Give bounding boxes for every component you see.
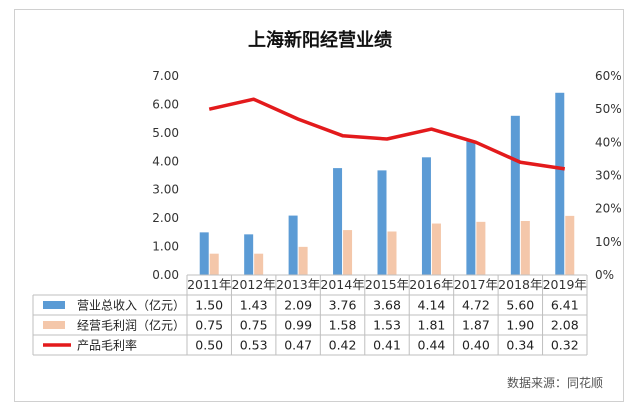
y-right-tick-label: 10%: [595, 235, 622, 249]
table-cell: 0.53: [240, 338, 268, 353]
revenue-bar: [288, 215, 298, 275]
table-cell: 2.08: [551, 318, 579, 333]
y-left-tick-label: 1.00: [152, 240, 179, 254]
gross-profit-bar: [298, 246, 308, 275]
table-cell: 0.32: [551, 338, 579, 353]
category-label: 2018年: [498, 277, 542, 292]
table-cell: 0.75: [240, 318, 268, 333]
y-left-tick-label: 0.00: [152, 268, 179, 282]
gross-profit-bar: [476, 221, 486, 275]
chart-svg: 上海新阳经营业绩 0.00 1.00 2.00 3.00 4.00 5.00 6.00 7.0…: [32, 29, 622, 390]
category-label: 2019年: [543, 277, 587, 292]
gross-profit-bar: [565, 215, 575, 275]
table-cell: 0.47: [284, 338, 312, 353]
table-cell: 1.81: [418, 318, 446, 333]
table-cell: 1.43: [240, 298, 268, 313]
revenue-bar: [333, 168, 343, 275]
y-left-tick-label: 7.00: [152, 69, 179, 83]
y-right-tick-label: 40%: [595, 135, 622, 149]
table-cell: 0.40: [462, 338, 490, 353]
y-right-tick-label: 50%: [595, 102, 622, 116]
table-cell: 0.34: [506, 338, 534, 353]
table-cell: 3.76: [329, 298, 357, 313]
table-cell: 2.09: [284, 298, 312, 313]
table-cell: 0.50: [195, 338, 223, 353]
chart-title: 上海新阳经营业绩: [248, 29, 392, 51]
y-left-tick-label: 4.00: [152, 154, 179, 168]
table-cell: 1.87: [462, 318, 490, 333]
revenue-bar: [244, 234, 254, 275]
category-label: 2013年: [276, 277, 320, 292]
table-cell: 0.44: [418, 338, 446, 353]
gross-profit-bar: [254, 253, 264, 275]
y-right-tick-label: 30%: [595, 169, 622, 183]
table-cell: 0.99: [284, 318, 312, 333]
margin-rate-line: [208, 97, 566, 171]
revenue-bar: [421, 157, 431, 275]
gross-profit-bar: [209, 253, 219, 275]
table-cell: 0.42: [329, 338, 357, 353]
y-left-tick-label: 5.00: [152, 126, 179, 140]
revenue-bar: [377, 170, 387, 275]
category-label: 2011年: [187, 277, 231, 292]
table-cell: 3.68: [373, 298, 401, 313]
y-left-tick-label: 6.00: [152, 97, 179, 111]
table-cell: 1.90: [506, 318, 534, 333]
table-cell: 1.53: [373, 318, 401, 333]
table-cell: 0.75: [195, 318, 223, 333]
table-cell: 0.41: [373, 338, 401, 353]
revenue-bar: [555, 92, 565, 275]
chart-frame: 上海新阳经营业绩 0.00 1.00 2.00 3.00 4.00 5.00 6.00 7.0…: [14, 9, 624, 402]
category-label: 2015年: [365, 277, 409, 292]
category-label: 2016年: [409, 277, 453, 292]
revenue-bar: [510, 115, 520, 275]
revenue-bar: [466, 140, 476, 275]
gross-profit-bar: [387, 231, 397, 275]
y-left-tick-label: 2.00: [152, 211, 179, 225]
y-right-tick-label: 60%: [595, 69, 622, 83]
legend-label: 产品毛利率: [77, 338, 137, 353]
table-cell: 4.72: [462, 298, 490, 313]
category-label: 2012年: [232, 277, 276, 292]
legend-label: 营业总收入（亿元）: [77, 298, 185, 313]
legend-swatch: [43, 301, 65, 309]
category-label: 2017年: [454, 277, 498, 292]
data-table: 2011年 2012年 2013年 2014年 2015年 2016年 2017年 2018年…: [32, 274, 588, 356]
table-cell: 1.50: [195, 298, 223, 313]
table-cell: 5.60: [506, 298, 534, 313]
source-note: 数据来源：同花顺: [507, 375, 603, 390]
table-cell: 4.14: [418, 298, 446, 313]
table-cell: 1.58: [329, 318, 357, 333]
category-label: 2014年: [320, 277, 364, 292]
gross-profit-bar: [343, 230, 353, 275]
legend-swatch: [43, 321, 65, 329]
gross-profit-bar: [431, 223, 441, 275]
y-left-tick-label: 3.00: [152, 183, 179, 197]
gross-profit-bar: [520, 220, 530, 275]
table-cell: 6.41: [551, 298, 579, 313]
legend-label: 经营毛利润（亿元）: [77, 318, 185, 333]
plot-area: 0.00 1.00 2.00 3.00 4.00 5.00 6.00 7.00 0% 10% 20%…: [152, 69, 621, 282]
y-right-tick-label: 20%: [595, 202, 622, 216]
y-right-tick-label: 0%: [595, 268, 614, 282]
revenue-bar: [199, 232, 209, 275]
